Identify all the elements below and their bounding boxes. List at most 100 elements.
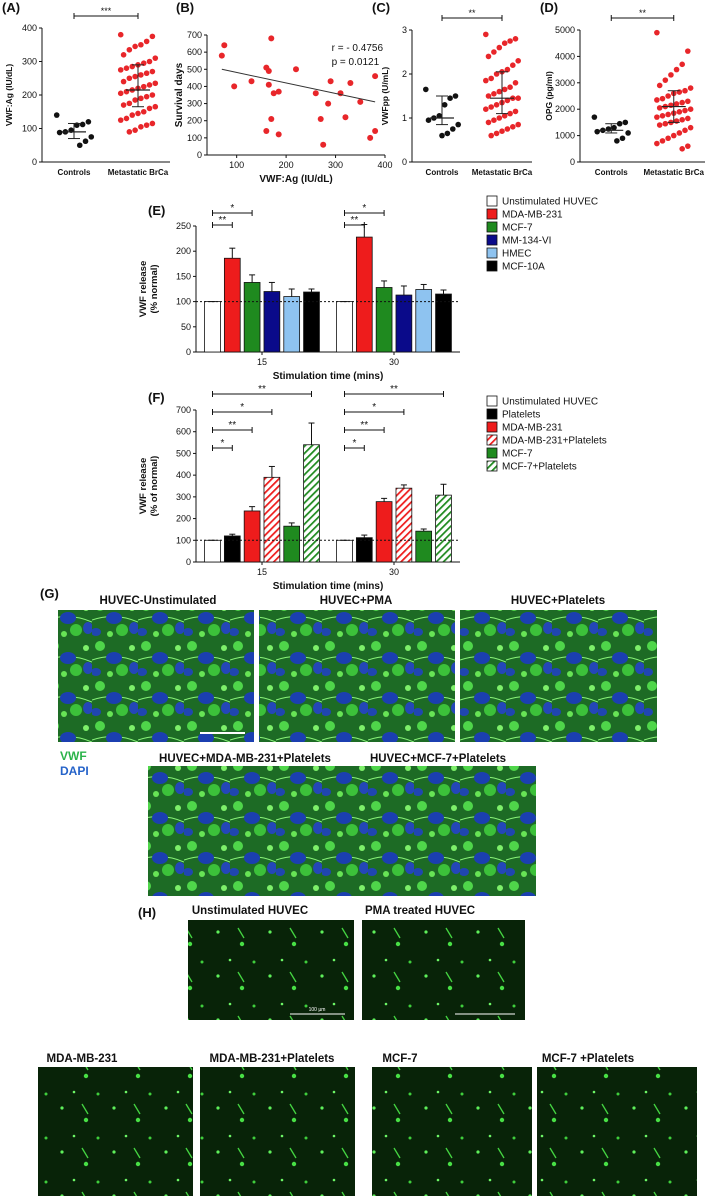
y-tick-label: 2 <box>402 69 407 79</box>
bar <box>204 539 221 563</box>
data-point <box>140 83 147 90</box>
data-point <box>425 117 432 123</box>
data-point <box>501 40 508 46</box>
bar <box>395 487 413 563</box>
data-point <box>673 118 680 124</box>
legend-swatch <box>486 447 498 459</box>
data-point <box>143 122 150 128</box>
bar <box>223 257 241 353</box>
data-point <box>496 88 503 95</box>
scale-label: 100 µm <box>309 1007 326 1013</box>
y-tick-label: 1000 <box>555 131 575 141</box>
data-point <box>507 84 513 90</box>
data-point <box>510 62 516 68</box>
micrograph <box>338 766 536 896</box>
data-point <box>76 142 83 149</box>
data-point <box>685 48 691 54</box>
y-tick-label: 100 <box>22 124 37 134</box>
data-point <box>132 127 138 133</box>
data-point <box>668 102 674 109</box>
bar <box>435 293 452 353</box>
data-point <box>488 104 495 110</box>
significance-label: ** <box>360 420 368 431</box>
significance-label: ** <box>390 384 398 395</box>
data-point <box>126 46 133 53</box>
data-point <box>504 126 511 132</box>
significance-label: *** <box>101 6 112 16</box>
data-point <box>515 121 521 128</box>
data-point <box>140 108 147 115</box>
legend-label: MDA-MB-231 <box>502 423 563 434</box>
y-tick-label: 100 <box>176 535 191 545</box>
data-point <box>504 97 511 104</box>
y-tick-label: 0 <box>197 150 202 160</box>
data-point <box>146 105 153 112</box>
data-point <box>450 126 456 132</box>
legend-label: MM-134-VI <box>502 236 551 247</box>
data-point <box>126 75 133 82</box>
data-point <box>493 71 500 77</box>
y-tick-label: 1 <box>402 113 407 123</box>
legend-label: Platelets <box>502 410 540 421</box>
data-point <box>120 52 127 58</box>
y-tick-label: 600 <box>187 47 202 57</box>
y-tick-label: 50 <box>181 322 191 332</box>
data-point <box>512 36 519 42</box>
bar <box>336 301 353 353</box>
data-point <box>515 95 521 101</box>
micrograph <box>372 1067 532 1196</box>
data-point <box>132 97 138 103</box>
legend-label: Unstimulated HUVEC <box>502 197 598 208</box>
data-point <box>120 102 127 108</box>
y-tick-label: 3 <box>402 25 407 35</box>
data-point <box>143 93 150 100</box>
data-point <box>149 120 156 127</box>
bar <box>355 537 373 563</box>
y-tick-label: 400 <box>176 470 191 480</box>
y-axis-label: OPG (pg/ml) <box>544 71 554 121</box>
x-tick-label: Metastatic BrCa <box>644 168 705 177</box>
x-tick-label: 30 <box>389 567 399 577</box>
data-point <box>483 106 489 112</box>
data-point <box>146 58 153 65</box>
data-point <box>357 98 364 105</box>
data-point <box>327 78 334 85</box>
legend-label: MDA-MB-231 <box>502 210 563 221</box>
data-point <box>117 117 124 123</box>
data-point <box>499 128 505 134</box>
data-point <box>656 122 663 128</box>
data-point <box>614 138 620 144</box>
data-point <box>117 90 124 97</box>
data-point <box>439 132 445 139</box>
data-point <box>659 138 666 144</box>
image-label: MDA-MB-231 <box>47 1053 119 1065</box>
image-label: HUVEC+PMA <box>320 595 393 607</box>
bar <box>204 301 221 353</box>
y-tick-label: 700 <box>187 30 202 40</box>
data-point <box>293 66 299 73</box>
significance-label: ** <box>219 215 227 226</box>
legend-label: MCF-7 <box>502 223 533 234</box>
y-tick-label: 200 <box>22 90 37 100</box>
image-label: HUVEC+Platelets <box>511 595 605 607</box>
data-point <box>347 80 354 86</box>
y-tick-label: 0 <box>32 157 37 167</box>
micrograph <box>38 1067 193 1196</box>
y-tick-label: 300 <box>22 57 37 67</box>
image-label: Unstimulated HUVEC <box>192 905 308 917</box>
legend-swatch <box>486 395 498 407</box>
data-point <box>654 97 660 103</box>
significance-label: * <box>362 203 366 214</box>
data-point <box>488 132 495 139</box>
data-point <box>265 81 272 88</box>
legend-vwf: VWF <box>60 749 87 763</box>
data-point <box>126 100 133 107</box>
legend-label: MCF-7 <box>502 449 533 460</box>
data-point <box>149 92 156 98</box>
data-point <box>263 128 270 134</box>
data-point <box>665 135 671 142</box>
image-label: HUVEC-Unstimulated <box>100 595 217 607</box>
data-point <box>444 130 451 137</box>
micrograph <box>188 920 354 1020</box>
data-point <box>82 138 89 145</box>
